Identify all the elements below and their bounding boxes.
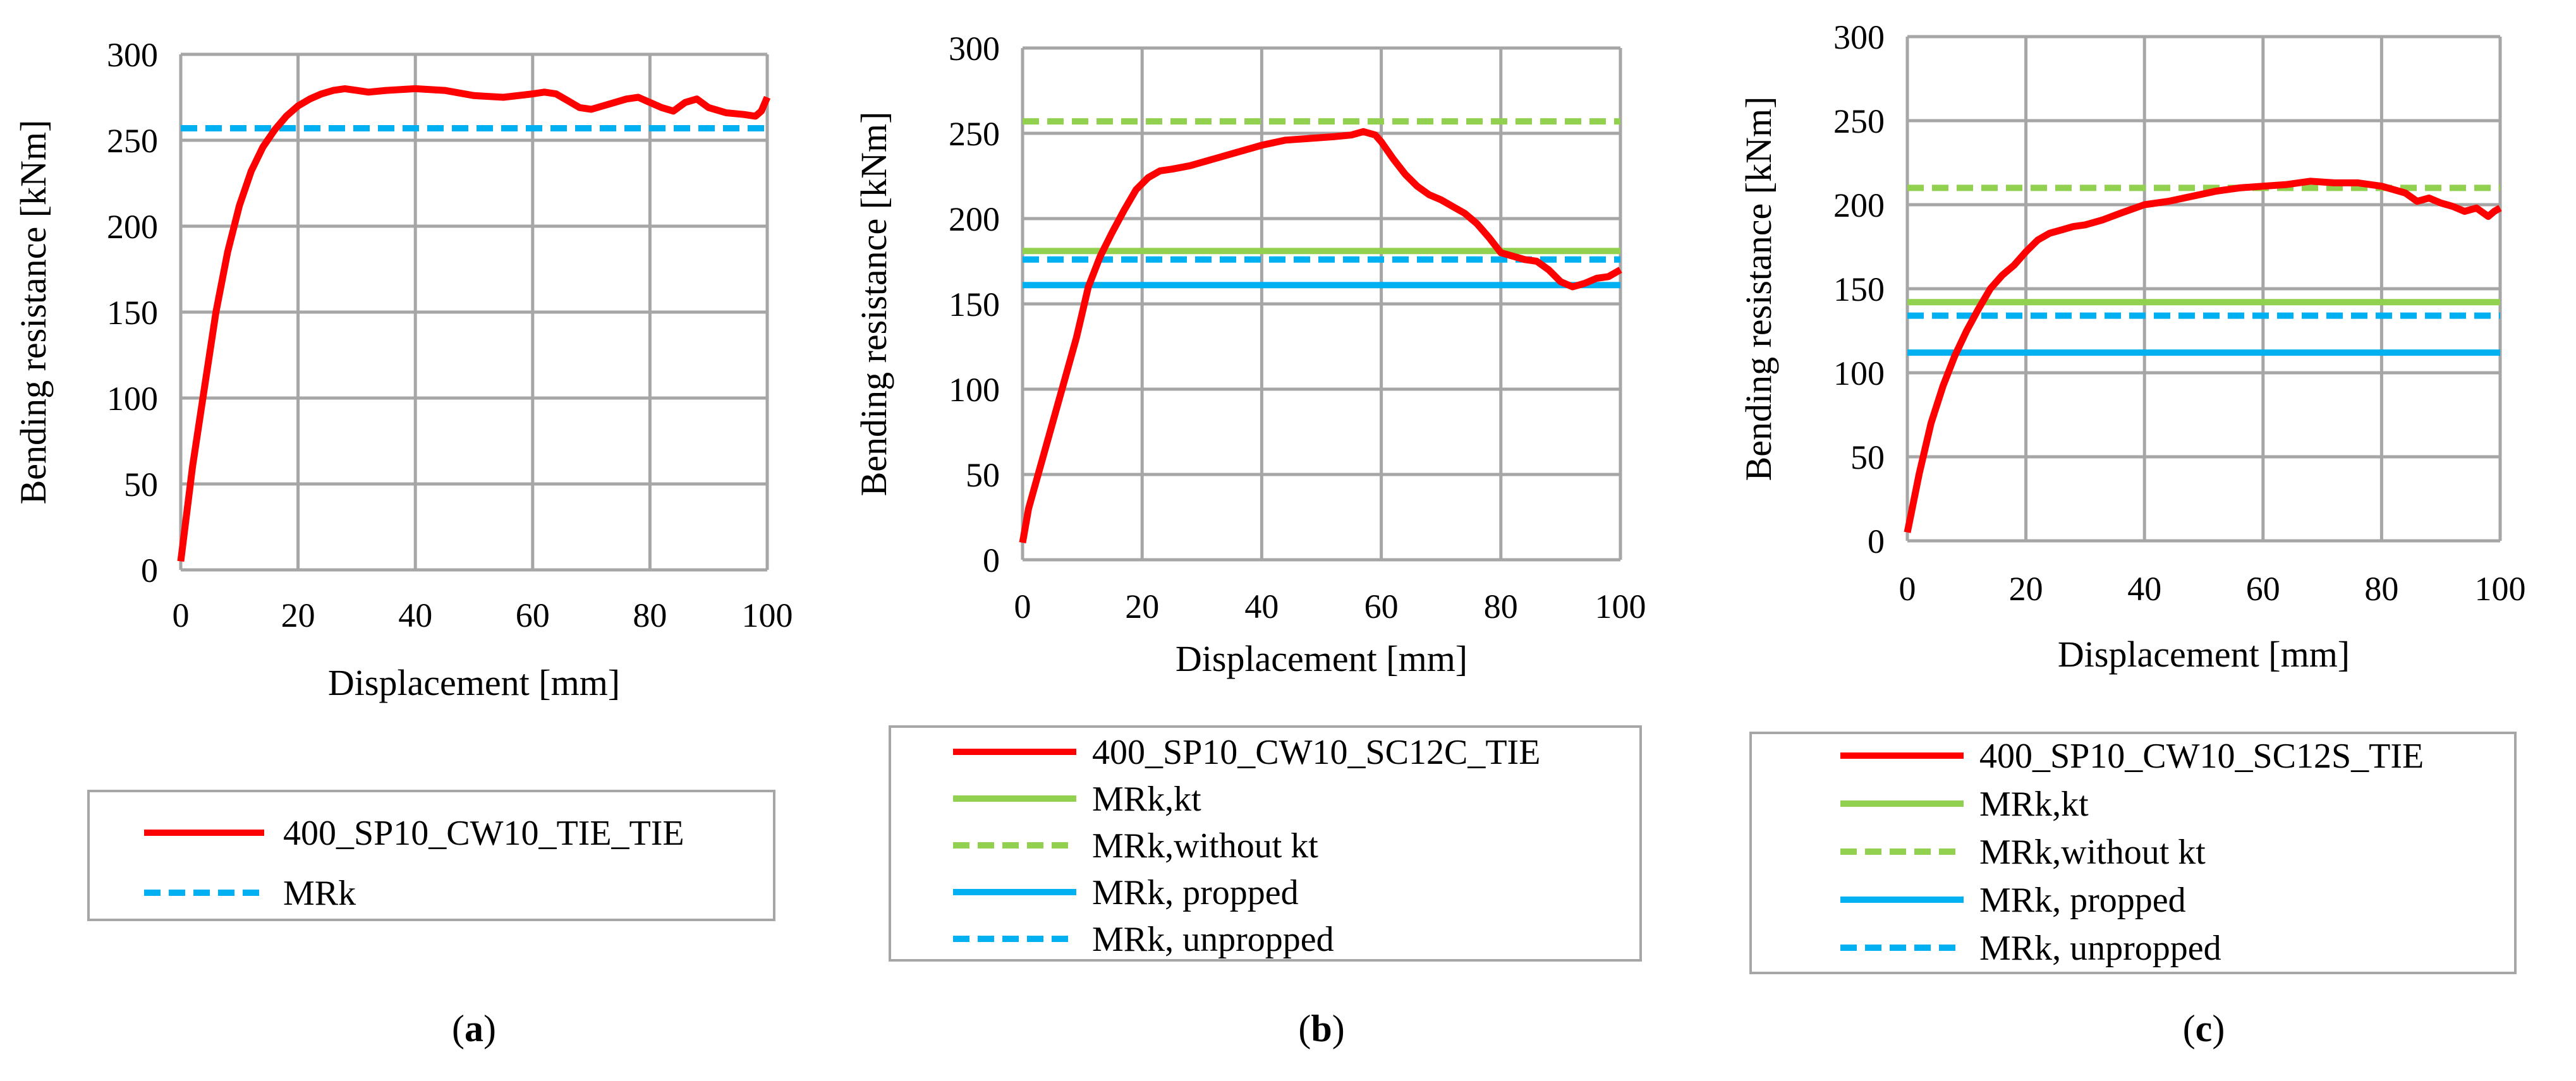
- y-tick-label: 50: [966, 456, 1000, 494]
- x-tick-label: 40: [398, 596, 432, 634]
- legend-label: MRk, unpropped: [1092, 920, 1334, 959]
- y-tick-label: 300: [1833, 18, 1885, 56]
- legend-label: MRk: [283, 874, 356, 913]
- y-tick-label: 150: [107, 294, 158, 332]
- legend-c: 400_SP10_CW10_SC12S_TIE MRk,kt MRk,without…: [1749, 732, 2517, 974]
- x-tick-label: 0: [173, 596, 190, 634]
- y-tick-label: 200: [107, 208, 158, 246]
- legend-a: 400_SP10_CW10_TIE_TIE MRk: [87, 790, 775, 921]
- y-tick-label: 300: [949, 30, 1000, 68]
- legend-label: MRk,kt: [1092, 780, 1201, 819]
- y-tick-label: 200: [1833, 186, 1885, 224]
- x-axis-title: Displacement [mm]: [1176, 638, 1467, 679]
- x-axis-title: Displacement [mm]: [2058, 634, 2350, 675]
- legend-b: 400_SP10_CW10_SC12C_TIE MRk,kt MRk,without…: [889, 725, 1642, 962]
- x-tick-label: 80: [1484, 588, 1518, 625]
- y-tick-label: 200: [949, 200, 1000, 238]
- series-line-400-sp10-cw10-sc12s-tie: [1904, 178, 2502, 533]
- y-tick-label: 100: [107, 380, 158, 418]
- legend-label: MRk,kt: [1979, 785, 2089, 824]
- y-axis-title: Bending resistance [kNm]: [13, 120, 54, 505]
- y-tick-label: 250: [1833, 102, 1885, 140]
- x-tick-label: 100: [742, 596, 793, 634]
- y-tick-label: 150: [1833, 270, 1885, 308]
- x-tick-label: 40: [2127, 570, 2161, 608]
- y-tick-label: 250: [107, 122, 158, 160]
- x-tick-label: 60: [516, 596, 550, 634]
- series-line-400-sp10-cw10-tie-tie: [177, 85, 771, 562]
- y-tick-label: 250: [949, 115, 1000, 153]
- x-tick-label: 60: [2246, 570, 2280, 608]
- x-tick-label: 40: [1244, 588, 1279, 625]
- chart-panel-a: 0 50 100 150 200 250 300 0 20 40 60 80 100 Displaceme…: [13, 36, 793, 1049]
- y-tick-label: 0: [1868, 522, 1885, 560]
- x-axis-title: Displacement [mm]: [328, 662, 620, 703]
- panel-caption: (b): [1298, 1008, 1344, 1049]
- legend-label: 400_SP10_CW10_SC12C_TIE: [1092, 733, 1540, 772]
- chart-panel-b: 0 50 100 150 200 250 300 0 20 40 60 80 100 Displaceme…: [853, 30, 1646, 1049]
- x-tick-label: 20: [2009, 570, 2043, 608]
- x-tick-label: 0: [1014, 588, 1031, 625]
- x-tick-label: 80: [633, 596, 667, 634]
- y-tick-label: 50: [1850, 438, 1885, 476]
- legend-label: MRk,without kt: [1092, 826, 1318, 866]
- y-tick-label: 100: [1833, 354, 1885, 392]
- legend-box: [87, 790, 775, 921]
- x-tick-label: 100: [1595, 588, 1646, 625]
- legend-label: MRk,without kt: [1979, 833, 2206, 872]
- chart-panel-c: 0 50 100 150 200 250 300 0 20 40 60 80 100 Displaceme…: [1738, 18, 2526, 1049]
- panel-caption: (a): [452, 1008, 496, 1049]
- legend-label: MRk, unpropped: [1979, 929, 2221, 968]
- x-tick-label: 20: [281, 596, 315, 634]
- legend-label: MRk, propped: [1092, 873, 1299, 912]
- x-tick-label: 80: [2364, 570, 2398, 608]
- y-axis-title: Bending resistance [kNm]: [1738, 97, 1779, 481]
- x-tick-label: 20: [1125, 588, 1159, 625]
- y-tick-label: 150: [949, 286, 1000, 323]
- y-tick-label: 50: [124, 466, 158, 504]
- y-tick-label: 300: [107, 36, 158, 74]
- y-axis-title: Bending resistance [kNm]: [853, 112, 894, 497]
- legend-label: 400_SP10_CW10_SC12S_TIE: [1979, 737, 2424, 776]
- x-tick-label: 0: [1899, 570, 1916, 608]
- y-tick-label: 0: [141, 552, 158, 589]
- legend-label: 400_SP10_CW10_TIE_TIE: [283, 814, 684, 853]
- x-tick-label: 100: [2475, 570, 2526, 608]
- legend-label: MRk, propped: [1979, 881, 2186, 920]
- y-tick-label: 100: [949, 371, 1000, 409]
- y-tick-label: 0: [983, 541, 1000, 579]
- panel-caption: (c): [2183, 1008, 2225, 1049]
- x-tick-label: 60: [1364, 588, 1399, 625]
- series-line-400-sp10-cw10-sc12c-tie: [1019, 128, 1622, 543]
